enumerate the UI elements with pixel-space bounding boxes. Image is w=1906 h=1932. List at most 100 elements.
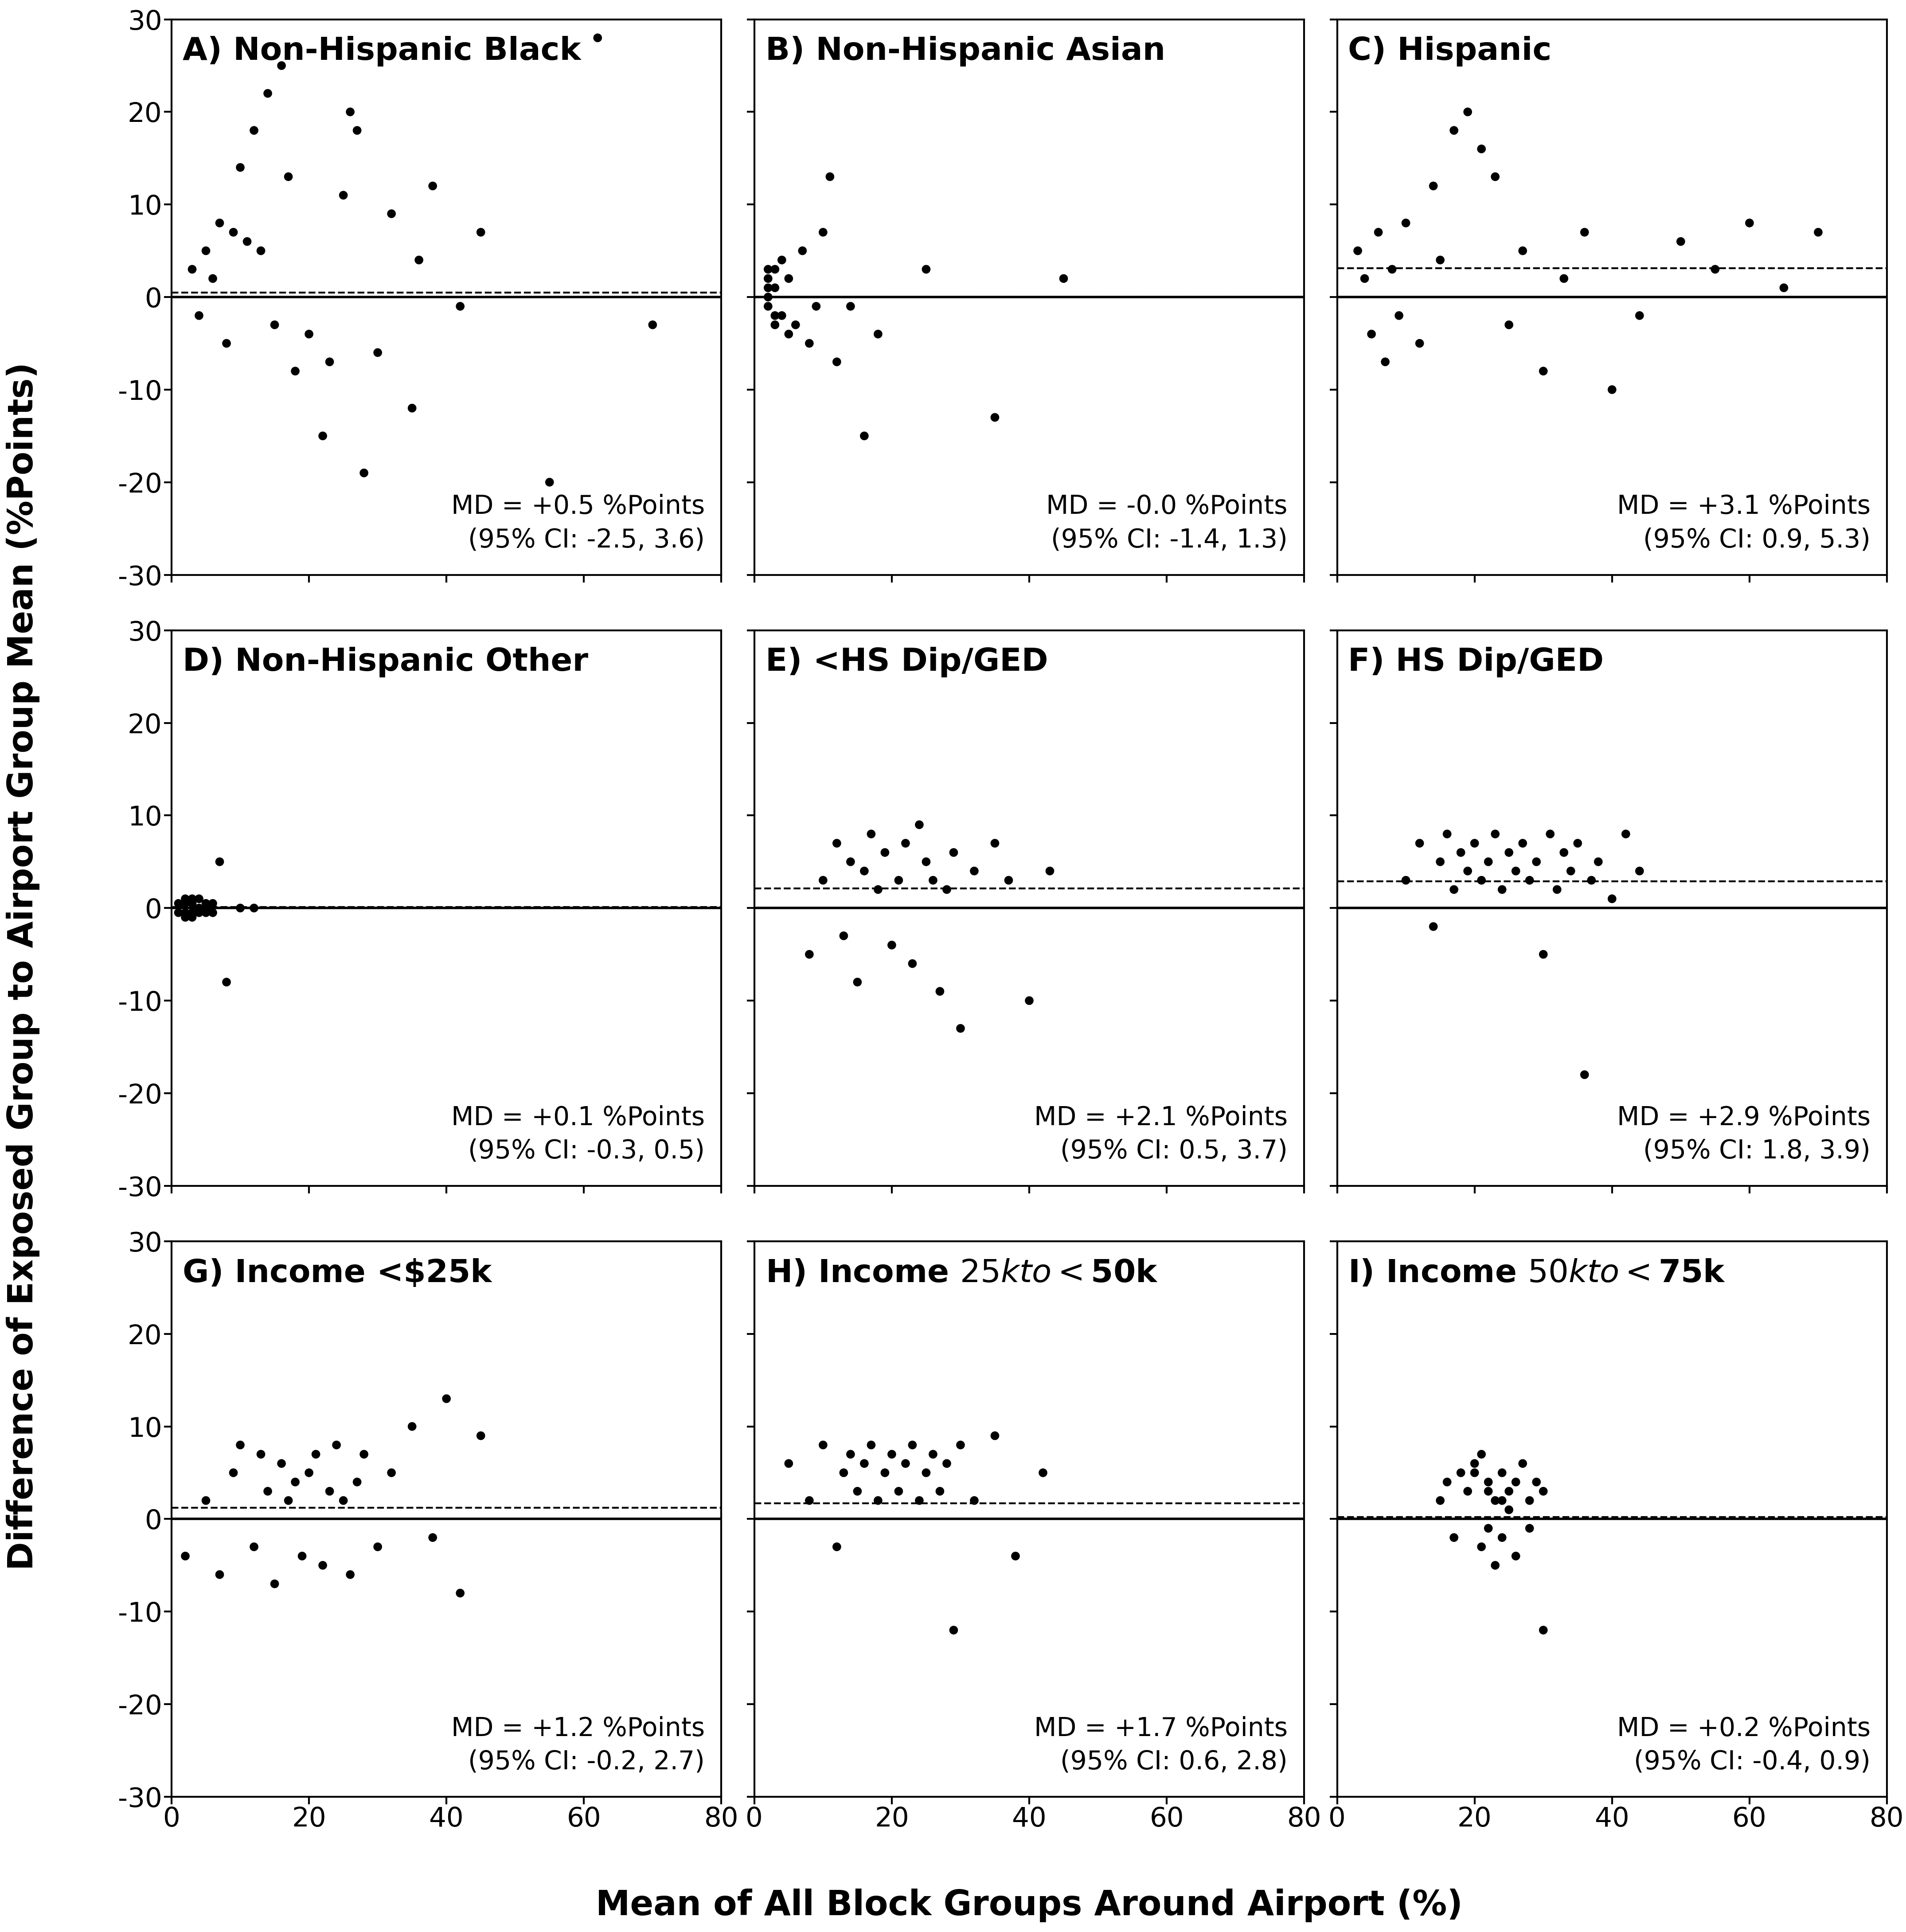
Text: C) Hispanic: C) Hispanic (1348, 37, 1551, 66)
Point (177, 253, 208, 284)
Point (753, 253, 783, 284)
Point (267, 50, 297, 81)
Text: I) Income $50k to <$75k: I) Income $50k to <$75k (1348, 1258, 1727, 1289)
Point (225, 153, 255, 184)
Point (191, 889, 221, 920)
Point (294, 1457, 324, 1488)
Point (225, 893, 255, 923)
Point (1569, 1059, 1599, 1090)
Point (856, 819, 886, 850)
Point (1700, 253, 1731, 284)
Point (1376, 253, 1407, 284)
Point (1473, 1513, 1504, 1544)
Point (821, 346, 852, 377)
Point (294, 319, 324, 350)
Point (863, 1486, 894, 1517)
Point (919, 866, 949, 896)
Text: MD = -0.0 %Points
(95% CI: -1.4, 1.3): MD = -0.0 %Points (95% CI: -1.4, 1.3) (1046, 495, 1288, 553)
Point (198, 896, 229, 927)
Point (314, 1476, 345, 1507)
Point (1466, 1532, 1496, 1563)
Point (1487, 1457, 1517, 1488)
Point (932, 1449, 963, 1480)
Point (1439, 1522, 1470, 1553)
Point (1473, 1476, 1504, 1507)
Point (1508, 236, 1538, 267)
Point (1426, 1486, 1456, 1517)
Point (959, 1486, 989, 1517)
Point (1439, 116, 1470, 147)
Point (890, 1449, 921, 1480)
Point (465, 216, 496, 247)
Point (1569, 216, 1599, 247)
Point (362, 1532, 393, 1563)
Point (1584, 846, 1614, 877)
Point (259, 309, 290, 340)
Point (444, 1578, 475, 1609)
Point (217, 1457, 248, 1488)
Point (1479, 160, 1510, 191)
Point (322, 1430, 353, 1461)
Point (842, 966, 873, 997)
Point (396, 392, 427, 423)
Text: MD = +1.7 %Points
(95% CI: 0.6, 2.8): MD = +1.7 %Points (95% CI: 0.6, 2.8) (1035, 1716, 1288, 1776)
Point (362, 336, 393, 367)
Point (924, 1476, 955, 1507)
Point (1513, 866, 1544, 896)
Point (795, 1486, 825, 1517)
Point (288, 1540, 318, 1571)
Point (1521, 1466, 1551, 1497)
Point (1734, 207, 1765, 238)
Text: MD = +3.1 %Points
(95% CI: 0.9, 5.3): MD = +3.1 %Points (95% CI: 0.9, 5.3) (1616, 495, 1870, 553)
Point (1563, 827, 1593, 858)
Point (1384, 299, 1414, 330)
Point (856, 1430, 886, 1461)
Point (1500, 1540, 1531, 1571)
Point (1391, 866, 1422, 896)
Point (980, 827, 1010, 858)
Point (170, 889, 200, 920)
Point (273, 1486, 303, 1517)
Point (1418, 170, 1449, 201)
Point (1473, 1466, 1504, 1497)
Point (198, 889, 229, 920)
Point (808, 1430, 839, 1461)
Text: MD = +1.2 %Points
(95% CI: -0.2, 2.7): MD = +1.2 %Points (95% CI: -0.2, 2.7) (452, 1716, 705, 1776)
Point (980, 1420, 1010, 1451)
Point (1837, 0, 1868, 25)
Point (911, 846, 942, 877)
Point (795, 939, 825, 970)
Point (280, 355, 311, 386)
Text: MD = +2.9 %Points
(95% CI: 1.8, 3.9): MD = +2.9 %Points (95% CI: 1.8, 3.9) (1616, 1105, 1870, 1163)
Point (1487, 1522, 1517, 1553)
Point (1035, 856, 1065, 887)
Point (863, 319, 894, 350)
Point (848, 856, 879, 887)
Point (1370, 346, 1401, 377)
Point (217, 216, 248, 247)
Point (898, 949, 928, 980)
Point (1014, 985, 1044, 1016)
Point (780, 309, 810, 340)
Point (465, 1420, 496, 1451)
Point (212, 328, 242, 359)
Point (882, 866, 913, 896)
Point (774, 263, 804, 294)
Point (1466, 133, 1496, 164)
Point (246, 236, 276, 267)
Point (898, 1430, 928, 1461)
Point (1460, 1449, 1490, 1480)
Point (404, 245, 435, 276)
Point (760, 299, 791, 330)
Point (848, 1449, 879, 1480)
Point (375, 199, 406, 230)
Point (204, 1559, 234, 1590)
Point (842, 1476, 873, 1507)
Point (1494, 837, 1525, 867)
Point (924, 976, 955, 1007)
Point (1431, 819, 1462, 850)
Point (760, 309, 791, 340)
Point (795, 328, 825, 359)
Text: F) HS Dip/GED: F) HS Dip/GED (1348, 647, 1605, 678)
Point (212, 966, 242, 997)
